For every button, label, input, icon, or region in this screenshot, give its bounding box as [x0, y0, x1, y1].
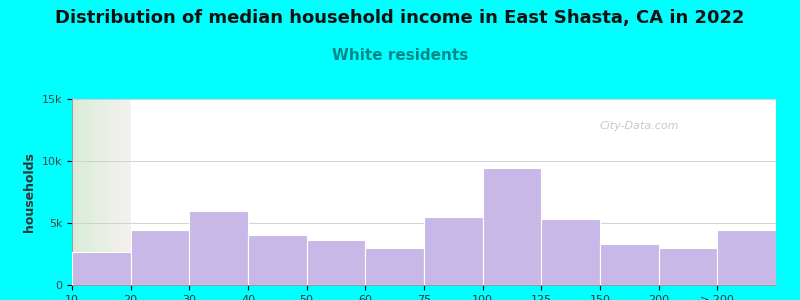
Bar	[190, 211, 248, 285]
Bar	[718, 230, 776, 285]
Bar	[482, 168, 542, 285]
Bar	[658, 248, 718, 285]
Text: City-Data.com: City-Data.com	[600, 121, 679, 131]
Text: White residents: White residents	[332, 48, 468, 63]
Bar	[424, 217, 482, 285]
Bar	[600, 244, 658, 285]
Text: Distribution of median household income in East Shasta, CA in 2022: Distribution of median household income …	[55, 9, 745, 27]
Bar	[542, 219, 600, 285]
Bar	[72, 251, 130, 285]
Bar	[366, 248, 424, 285]
Bar	[248, 236, 306, 285]
Bar	[306, 240, 366, 285]
Bar	[130, 230, 190, 285]
Y-axis label: households: households	[23, 152, 36, 232]
